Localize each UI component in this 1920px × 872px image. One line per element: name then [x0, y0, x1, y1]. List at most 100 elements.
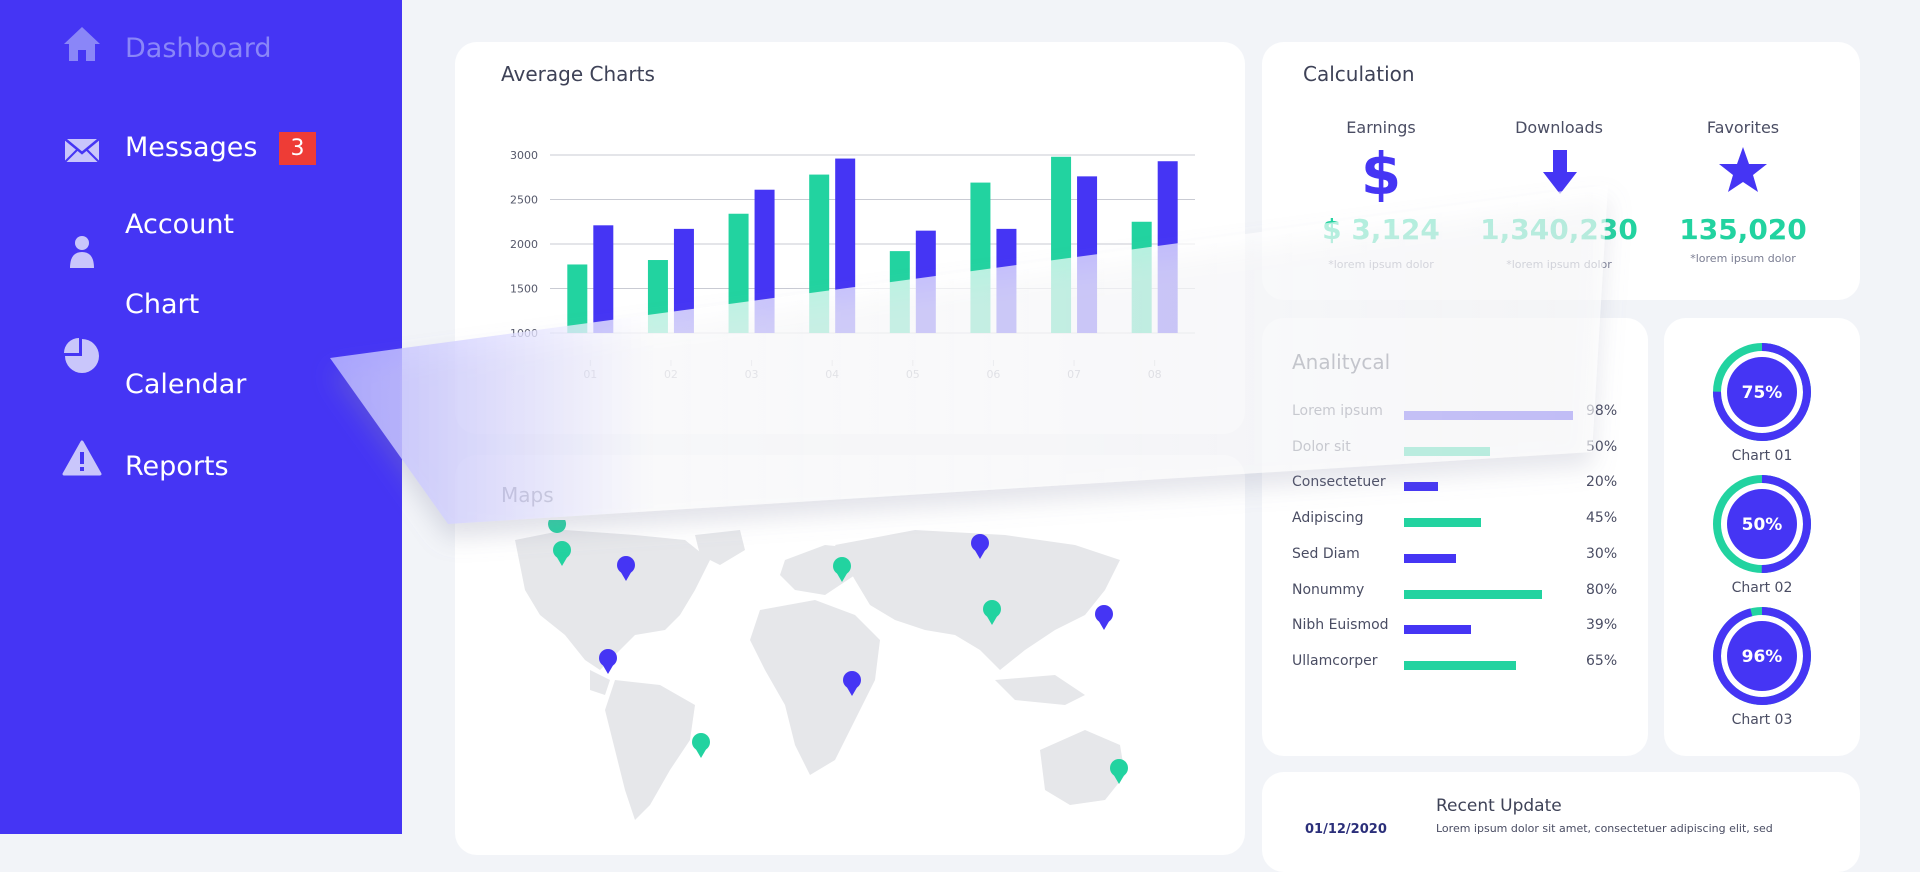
donut-arc — [1713, 343, 1811, 441]
analytical-row: Adipiscing 45% — [1292, 510, 1632, 534]
sidebar-item-chart[interactable]: Chart — [0, 285, 402, 345]
bar — [915, 230, 936, 333]
sidebar-item-label: Account — [125, 209, 235, 240]
sidebar-item-dashboard[interactable]: Dashboard — [0, 0, 402, 100]
maps-title: Maps — [501, 483, 554, 507]
analytical-title: Analitycal — [1292, 350, 1391, 374]
recent-update-text: Lorem ipsum dolor sit amet, consectetuer… — [1436, 822, 1773, 835]
earnings-label: Earnings — [1346, 118, 1416, 137]
bar — [835, 158, 856, 333]
bar — [809, 174, 830, 333]
donut-center — [1727, 621, 1797, 691]
map-pin[interactable] — [1110, 759, 1128, 784]
envelope-icon — [64, 138, 100, 163]
x-tick-label: 06 — [986, 368, 1000, 381]
downloads-value: 1,340,230 — [1480, 213, 1638, 246]
y-tick-label: 1000 — [510, 327, 538, 340]
recent-update-date: 01/12/2020 — [1305, 822, 1387, 837]
sidebar-item-label: Dashboard — [125, 33, 272, 64]
bar-chart: 1000 1500 2000 2500 3000 01 02 03 04 05 06 07 08 — [510, 149, 1195, 381]
analytical-row-percent: 39% — [1586, 617, 1618, 634]
bar — [1131, 221, 1152, 333]
donut-arc — [1713, 607, 1811, 705]
donut-label: Chart 02 — [1731, 580, 1793, 596]
analytical-row-label: Ullamcorper — [1292, 652, 1378, 669]
earnings-note: *lorem ipsum dolor — [1328, 258, 1434, 271]
favorites-value: 135,020 — [1679, 213, 1807, 246]
analytical-card — [1262, 318, 1648, 756]
sidebar-item-calendar[interactable]: Calendar — [0, 365, 402, 425]
analytical-row-label: Lorem ipsum — [1292, 403, 1383, 419]
map-pin[interactable] — [617, 556, 635, 581]
analytical-bar — [1404, 446, 1490, 456]
user-icon — [70, 236, 94, 268]
analytical-row: Lorem ipsum 98% — [1292, 403, 1632, 427]
southeast-asia — [995, 675, 1085, 705]
message-count-badge: 3 — [279, 132, 316, 165]
x-tick-label: 08 — [1148, 368, 1162, 381]
analytical-row: Nibh Euismod 39% — [1292, 617, 1632, 641]
star-icon — [1719, 147, 1767, 192]
y-tick-label: 2500 — [510, 194, 538, 207]
bar — [1077, 176, 1098, 333]
analytical-row-label: Consectetuer — [1292, 474, 1386, 491]
analytical-row-label: Nonummy — [1292, 581, 1365, 598]
analytical-row: Consectetuer 20% — [1292, 474, 1632, 498]
south-america — [605, 680, 695, 820]
sidebar: Dashboard Messages 3 Account Chart Calen… — [0, 0, 402, 834]
analytical-row: Ullamcorper 65% — [1292, 653, 1632, 677]
analytical-bar — [1404, 518, 1482, 528]
map-pin[interactable] — [553, 541, 571, 566]
australia — [1040, 730, 1125, 805]
sidebar-item-label: Reports — [125, 451, 229, 482]
donut-percent: 75% — [1742, 383, 1783, 403]
analytical-row-label: Nibh Euismod — [1292, 617, 1389, 634]
calculation-title: Calculation — [1303, 62, 1415, 86]
donut-label: Chart 01 — [1731, 448, 1793, 464]
asia — [835, 530, 1120, 670]
analytical-row-percent: 45% — [1586, 510, 1618, 527]
favorites-label: Favorites — [1706, 118, 1780, 137]
map-pin[interactable] — [599, 649, 617, 674]
bar — [889, 251, 910, 333]
sidebar-item-reports[interactable]: Reports — [0, 437, 402, 507]
download-arrow-icon — [1543, 150, 1577, 194]
analytical-row-percent: 98% — [1586, 403, 1618, 419]
map-pin[interactable] — [971, 534, 989, 559]
map-pin[interactable] — [843, 671, 861, 696]
donut-charts: 75% 50% 96% — [1713, 343, 1811, 705]
analytical-row-percent: 65% — [1586, 652, 1618, 669]
donut-label: Chart 03 — [1731, 712, 1793, 728]
dollar-icon: $ — [1361, 142, 1401, 202]
central-america — [590, 670, 610, 695]
analytical-row-percent: 30% — [1586, 545, 1618, 562]
analytical-bar — [1404, 589, 1542, 599]
sidebar-item-label: Chart — [125, 289, 200, 320]
analytical-bar — [1404, 411, 1573, 420]
analytical-bar — [1404, 660, 1516, 670]
y-tick-label: 2000 — [510, 238, 538, 251]
svg-text:$: $ — [1361, 142, 1401, 202]
map-pin[interactable] — [833, 557, 851, 582]
north-america — [515, 530, 710, 670]
x-tick-label: 01 — [583, 368, 597, 381]
world-map — [515, 520, 1128, 820]
x-tick-label: 02 — [664, 368, 678, 381]
x-tick-label: 04 — [825, 368, 839, 381]
sidebar-item-account[interactable]: Account — [0, 205, 402, 275]
analytical-row-percent: 20% — [1586, 474, 1618, 491]
donut-center — [1727, 489, 1797, 559]
analytical-row-percent: 80% — [1586, 581, 1618, 598]
earnings-value: $ 3,124 — [1322, 213, 1440, 246]
favorites-note: *lorem ipsum dolor — [1690, 252, 1796, 265]
sidebar-item-messages[interactable]: Messages — [0, 110, 402, 190]
pie-chart-icon — [64, 338, 99, 373]
analytical-row: Dolor sit 50% — [1292, 439, 1632, 463]
analytical-row-percent: 50% — [1586, 438, 1618, 455]
analytical-bar — [1404, 482, 1439, 492]
bar — [567, 264, 588, 333]
donut-percent: 96% — [1742, 647, 1783, 667]
map-pin[interactable] — [692, 733, 710, 758]
map-pin[interactable] — [983, 600, 1001, 625]
map-pin[interactable] — [1095, 605, 1113, 630]
